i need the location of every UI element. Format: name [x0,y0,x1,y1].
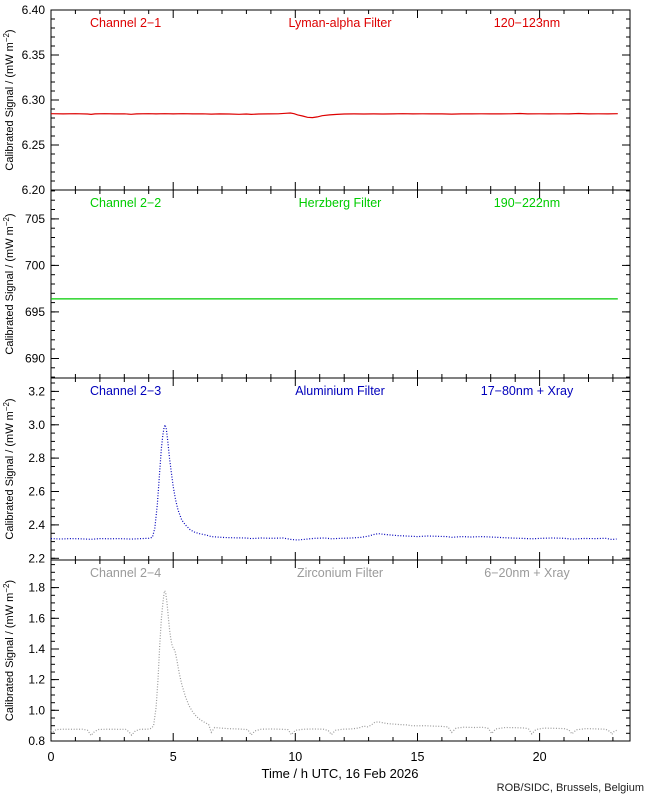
panel-3-x-ticks [50,378,614,560]
panel-2-band-label: 190−222nm [494,196,560,210]
panel-3-y-tick-label: 2.2 [28,551,45,565]
x-axis-title: Time / h UTC, 16 Feb 2026 [261,766,418,781]
panel-4-frame [50,559,631,742]
panel-2-x-ticks [50,190,614,378]
panel-4: 0.8 1.0 1.2 1.4 1.6 1.8 Channel 2−4 Zirconium F… [2,559,631,748]
panel-1-y-axis-title: Calibrated Signal / (mW m−2) [2,29,16,170]
panel-4-channel-label: Channel 2−4 [90,566,161,580]
svg-text:Calibrated Signal / (mW m−2): Calibrated Signal / (mW m−2) [2,213,16,354]
panel-4-x-ticks [50,560,614,741]
panel-4-y-tick-label: 1.6 [28,611,45,625]
credit-text: ROB/SIDC, Brussels, Belgium [497,782,644,794]
panel-4-y-axis-title: Calibrated Signal / (mW m−2) [2,580,16,721]
series-3 [50,422,617,541]
svg-text:Calibrated Signal / (mW m−2): Calibrated Signal / (mW m−2) [2,398,16,539]
panel-4-y-tick-label: 0.8 [28,734,45,748]
panel-1-x-ticks [50,10,614,190]
panel-2: 690 695 700 705 Channel 2−2 Herzberg Filter 19… [2,189,631,379]
svg-text:Calibrated Signal / (mW m−2): Calibrated Signal / (mW m−2) [2,580,16,721]
panel-1-filter-label: Lyman-alpha Filter [288,16,391,30]
panel-4-y-tick-label: 1.2 [28,673,45,687]
panel-3-channel-label: Channel 2−3 [90,384,161,398]
panel-3-y-tick-label: 2.6 [28,485,45,499]
panel-2-y-minor-ticks [51,190,630,378]
panel-3-y-tick-label: 2.8 [28,451,45,465]
x-tick-label: 0 [48,750,55,764]
panel-2-y-tick-label: 695 [25,305,45,319]
panel-3-y-tick-label: 2.4 [28,518,45,532]
series-4 [50,588,617,737]
panel-3-filter-label: Aluminium Filter [295,384,385,398]
x-tick-label: 5 [170,750,177,764]
panel-1-y-minor-ticks [51,9,630,191]
panel-1-y-tick-label: 6.35 [22,48,46,62]
panel-2-y-tick-label: 705 [25,212,45,226]
panel-2-y-tick-label: 690 [25,352,45,366]
panel-3-frame [50,377,631,561]
panel-2-filter-label: Herzberg Filter [299,196,382,210]
panel-2-y-tick-label: 700 [25,258,45,272]
panel-4-y-major-ticks [51,587,630,742]
panel-3-y-minor-ticks [51,382,630,559]
panel-2-channel-label: Channel 2−2 [90,196,161,210]
panel-1-y-major-ticks [51,9,630,191]
panel-1-y-tick-label: 6.40 [22,3,46,17]
panel-1-y-tick-label: 6.20 [22,183,46,197]
panel-4-y-tick-label: 1.4 [28,642,45,656]
series-1 [50,112,618,119]
panel-1-channel-label: Channel 2−1 [90,16,161,30]
panel-4-y-tick-label: 1.8 [28,581,45,595]
panel-4-y-tick-label: 1.0 [28,703,45,717]
panel-3: 2.2 2.4 2.6 2.8 3.0 3.2 Channel 2−3 Aluminium F… [2,377,631,565]
x-tick-label: 10 [288,750,302,764]
panel-2-frame [50,189,631,379]
panel-1-y-tick-label: 6.30 [22,93,46,107]
x-tick-label: 20 [533,750,547,764]
panel-1-frame [50,9,631,191]
panel-3-y-tick-label: 3.2 [28,384,45,398]
panel-2-y-axis-title: Calibrated Signal / (mW m−2) [2,213,16,354]
panel-1: 6.20 6.25 6.30 6.35 6.40 Channel 2−1 Lyman-alp… [2,3,631,197]
panel-1-band-label: 120−123nm [494,16,560,30]
svg-text:Calibrated Signal / (mW m−2): Calibrated Signal / (mW m−2) [2,29,16,170]
panel-4-y-minor-ticks [51,564,630,742]
panel-4-filter-label: Zirconium Filter [297,566,383,580]
panel-4-band-label: 6−20nm + Xray [484,566,570,580]
panel-3-band-label: 17−80nm + Xray [481,384,574,398]
x-tick-label: 15 [411,750,425,764]
panel-3-y-axis-title: Calibrated Signal / (mW m−2) [2,398,16,539]
panel-2-y-major-ticks [51,218,630,359]
panel-1-y-tick-label: 6.25 [22,138,46,152]
panel-3-y-major-ticks [51,390,630,559]
panel-3-y-tick-label: 3.0 [28,418,45,432]
